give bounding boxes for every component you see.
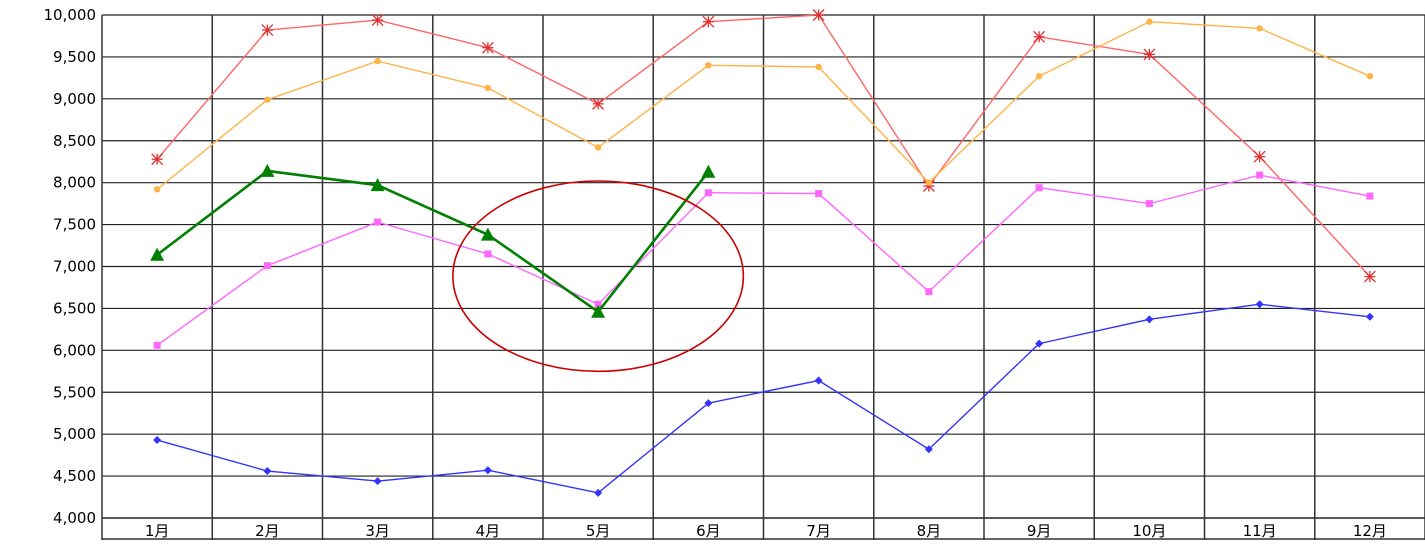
data-point [1255,300,1264,309]
x-tick-label: 12月 [1353,522,1387,540]
series-line [156,21,1371,190]
y-tick-label: 5,500 [53,383,96,401]
data-point [370,178,385,192]
data-point [153,186,161,193]
data-point [925,179,933,186]
data-point [373,477,382,486]
data-point [594,300,602,308]
grid-layer [101,14,1425,540]
series-4 [150,163,716,318]
y-tick-label: 4,500 [53,467,96,485]
x-tick-label: 2月 [255,522,280,540]
x-tick-label: 9月 [1027,522,1052,540]
data-point [371,14,384,26]
data-point [1035,184,1043,192]
x-tick-label: 6月 [696,522,721,540]
data-point [150,247,165,261]
data-point [481,41,494,54]
y-tick-label: 8,000 [53,174,96,192]
x-tick-label: 10月 [1132,522,1166,540]
y-tick-label: 5,000 [53,425,96,443]
data-point [374,57,381,65]
data-point [263,467,272,476]
data-point [1256,171,1264,179]
x-tick-label: 4月 [476,522,501,540]
data-point [705,62,712,69]
x-tick-label: 1月 [145,522,170,540]
y-tick-label: 7,500 [53,216,96,234]
data-point [484,84,492,92]
annotation-ellipse [452,180,745,373]
data-point [1363,270,1376,283]
data-point [1146,18,1153,25]
data-point [1365,312,1374,321]
x-tick-label: 3月 [365,522,390,540]
y-tick-label: 9,000 [53,90,96,108]
series-line [156,303,1370,494]
data-point [702,15,715,28]
y-tick-label: 10,000 [44,6,97,24]
data-point [704,399,713,408]
data-point [260,163,275,177]
data-point [483,466,492,475]
series-line [156,169,710,314]
data-point [1033,30,1046,43]
data-point [1035,339,1044,348]
x-tick-label: 5月 [586,522,611,540]
data-point [924,445,933,454]
data-point [484,250,492,258]
data-point [704,189,712,197]
data-point [814,376,823,385]
data-point [591,304,606,318]
series-3 [153,171,1374,349]
series-2 [153,18,1374,193]
data-point [815,63,822,71]
data-point [1145,315,1154,324]
annotation-layer [452,180,745,373]
series-5 [153,300,1374,497]
series-line [156,14,1371,278]
data-point [153,436,162,445]
data-point [592,97,605,110]
axis-labels: 4,000 4,500 5,000 5,500 6,000 6,500 7,000 7,500… [44,6,1387,540]
data-point [151,153,164,166]
y-tick-label: 6,500 [53,299,96,317]
data-point [594,488,603,497]
data-point [264,96,271,103]
series-layer [150,9,1376,497]
y-tick-label: 8,500 [53,132,96,150]
data-point [1145,200,1153,208]
data-point [1366,192,1374,200]
data-point [701,164,716,178]
y-tick-label: 6,000 [53,341,96,359]
data-point [815,190,823,198]
data-point [153,341,161,349]
y-tick-label: 9,500 [53,48,96,66]
x-tick-label: 7月 [806,522,831,540]
y-tick-label: 7,000 [53,258,96,276]
data-point [1035,72,1043,80]
data-point [1366,72,1374,80]
data-point [594,144,602,151]
x-tick-label: 11月 [1243,522,1277,540]
data-point [263,262,271,270]
data-point [261,24,274,37]
series-1 [151,9,1376,283]
series-line [156,174,1371,346]
data-point [925,288,933,296]
data-point [812,9,825,21]
x-tick-label: 8月 [917,522,942,540]
y-tick-label: 4,000 [53,509,96,527]
data-point [374,218,382,226]
data-point [1256,25,1263,32]
data-point [1253,150,1266,163]
data-point [480,227,495,241]
data-point [1143,48,1156,61]
